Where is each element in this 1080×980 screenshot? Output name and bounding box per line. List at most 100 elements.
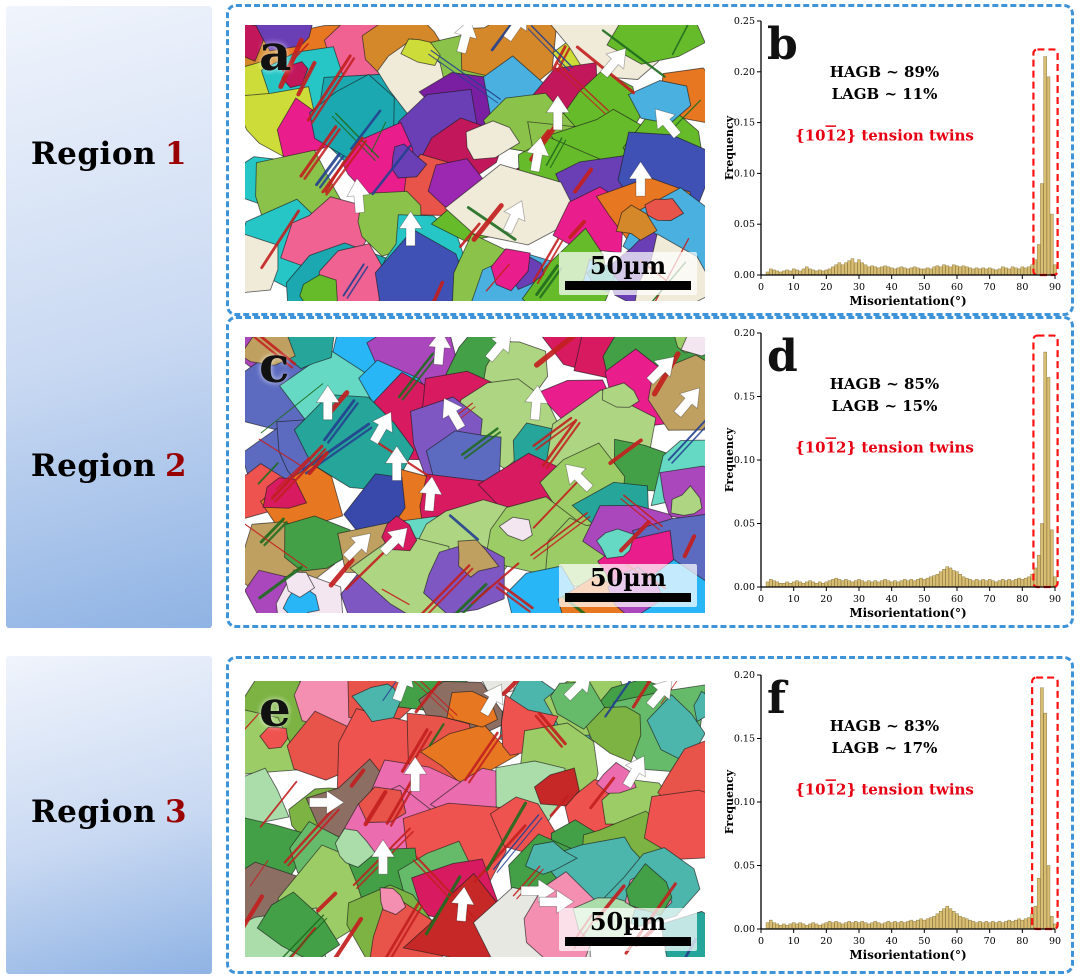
y-axis-label: Frequency	[723, 769, 736, 834]
region-2-label: Region 2	[6, 448, 212, 484]
scale-bar-c-line	[565, 593, 691, 602]
ebsd-map-c: c 50µm	[245, 337, 705, 613]
white-arrow	[673, 387, 701, 418]
white-arrow	[369, 411, 393, 445]
white-arrow	[315, 384, 341, 421]
white-arrow	[565, 463, 594, 493]
chart-tick-labels: 0 10 20 30 40 50 60 70 80 90 0.00 0.05 0.10 0.15 0.20	[734, 670, 1061, 947]
svg-text:0.25: 0.25	[734, 16, 755, 27]
region-3-prefix: Region	[30, 794, 157, 830]
tension-twins-label: {1012} tension twins	[795, 438, 974, 456]
region-side-panel-top: Region 1 Region 2	[6, 6, 212, 628]
svg-text:60: 60	[951, 936, 963, 947]
svg-text:0.05: 0.05	[734, 219, 755, 230]
svg-text:0: 0	[758, 594, 764, 605]
white-arrow	[398, 210, 423, 247]
white-arrow	[379, 527, 408, 557]
svg-text:0.10: 0.10	[734, 797, 755, 808]
white-arrow	[628, 160, 653, 197]
svg-text:40: 40	[886, 936, 898, 947]
lagb-label: LAGB ~ 15%	[832, 397, 938, 415]
svg-text:90: 90	[1049, 936, 1061, 947]
white-arrow	[502, 200, 526, 235]
white-arrow	[524, 384, 549, 421]
white-arrows	[308, 681, 673, 922]
ebsd-map-a-svg	[245, 25, 705, 301]
panel-letter-d: d	[767, 331, 798, 382]
white-arrow	[538, 889, 575, 915]
svg-text:50: 50	[918, 594, 930, 605]
svg-text:0.00: 0.00	[734, 924, 755, 935]
hagb-label: HAGB ~ 85%	[830, 375, 939, 393]
svg-text:0.20: 0.20	[734, 328, 755, 339]
svg-text:70: 70	[984, 936, 996, 947]
svg-text:10: 10	[788, 936, 800, 947]
panel-letter-a: a	[259, 25, 292, 82]
svg-text:60: 60	[951, 282, 963, 293]
svg-text:0.00: 0.00	[734, 270, 755, 281]
dashed-box-region-3: e 50µm 0 10 20 30 40 50 60 70 80 90 0.00 0.05 0.10 0.…	[226, 656, 1074, 974]
white-arrow	[654, 108, 682, 139]
svg-text:10: 10	[788, 282, 800, 293]
svg-text:30: 30	[853, 936, 865, 947]
chart-tick-labels: 0 10 20 30 40 50 60 70 80 90 0.00 0.05 0.10 0.15 0.20	[734, 328, 1061, 605]
white-arrow	[384, 445, 410, 481]
region-3-label: Region 3	[6, 794, 212, 830]
white-arrow	[525, 136, 550, 173]
white-arrow	[342, 532, 372, 562]
svg-text:0.15: 0.15	[734, 118, 755, 129]
tension-twins-label: {1012} tension twins	[795, 780, 974, 798]
svg-text:0.00: 0.00	[734, 582, 755, 593]
dashed-box-region-2: c 50µm 0 10 20 30 40 50 60 70 80 90 0.00 0.05 0.10 0.…	[226, 316, 1074, 628]
svg-text:70: 70	[984, 594, 996, 605]
scale-bar-a-line	[565, 281, 691, 290]
white-arrow	[545, 94, 571, 131]
dashed-box-region-1: a 50µm 0 10 20 30 40 50 60 70 80 90 0.00 0.05 0.10 0.…	[226, 4, 1074, 316]
lagb-label: LAGB ~ 17%	[832, 739, 938, 757]
white-arrow	[370, 838, 396, 875]
svg-text:10: 10	[788, 594, 800, 605]
svg-text:0.20: 0.20	[734, 670, 755, 681]
region-side-panel-bottom: Region 3	[6, 656, 212, 974]
panel-letter-b: b	[767, 19, 798, 70]
white-arrow	[427, 337, 452, 366]
svg-text:80: 80	[1016, 282, 1028, 293]
y-axis-label: Frequency	[723, 115, 736, 180]
white-arrow	[402, 756, 428, 792]
histogram-chart-f-svg: 0 10 20 30 40 50 60 70 80 90 0.00 0.05 0.10 0.15 0.20 M…	[721, 669, 1063, 967]
svg-text:20: 20	[820, 282, 832, 293]
white-arrow	[599, 47, 627, 79]
panel-letter-e: e	[259, 681, 291, 738]
white-arrow	[346, 177, 371, 214]
region-1-label: Region 1	[6, 136, 212, 172]
svg-text:0.05: 0.05	[734, 861, 755, 872]
histogram-chart-b: 0 10 20 30 40 50 60 70 80 90 0.00 0.05 0.10 0.15 0.20 0…	[721, 15, 1063, 313]
white-arrow	[453, 25, 478, 55]
tension-twins-label: {1012} tension twins	[795, 126, 974, 144]
svg-text:70: 70	[984, 282, 996, 293]
x-axis-label: Misorientation(°)	[849, 606, 966, 620]
scale-bar-e-line	[565, 937, 691, 946]
svg-text:0.15: 0.15	[734, 392, 755, 403]
y-axis-label: Frequency	[723, 427, 736, 492]
white-arrow	[520, 878, 557, 904]
region-2-prefix: Region	[30, 448, 157, 484]
scale-bar-e: 50µm	[559, 908, 697, 951]
white-arrow	[479, 683, 504, 717]
scale-bar-e-label: 50µm	[589, 907, 667, 936]
svg-text:0: 0	[758, 282, 764, 293]
histogram-bars	[765, 351, 1057, 588]
svg-text:40: 40	[886, 282, 898, 293]
region-1-prefix: Region	[30, 136, 157, 172]
hagb-label: HAGB ~ 89%	[830, 63, 939, 81]
svg-text:20: 20	[820, 936, 832, 947]
svg-text:0.20: 0.20	[734, 67, 755, 78]
white-arrow	[418, 475, 443, 512]
svg-text:0.10: 0.10	[734, 168, 755, 179]
lagb-label: LAGB ~ 11%	[832, 85, 938, 103]
svg-text:0.05: 0.05	[734, 519, 755, 530]
white-arrows	[315, 337, 701, 562]
svg-text:0.15: 0.15	[734, 734, 755, 745]
x-axis-label: Misorientation(°)	[849, 294, 966, 308]
panel-letter-c: c	[259, 337, 290, 394]
